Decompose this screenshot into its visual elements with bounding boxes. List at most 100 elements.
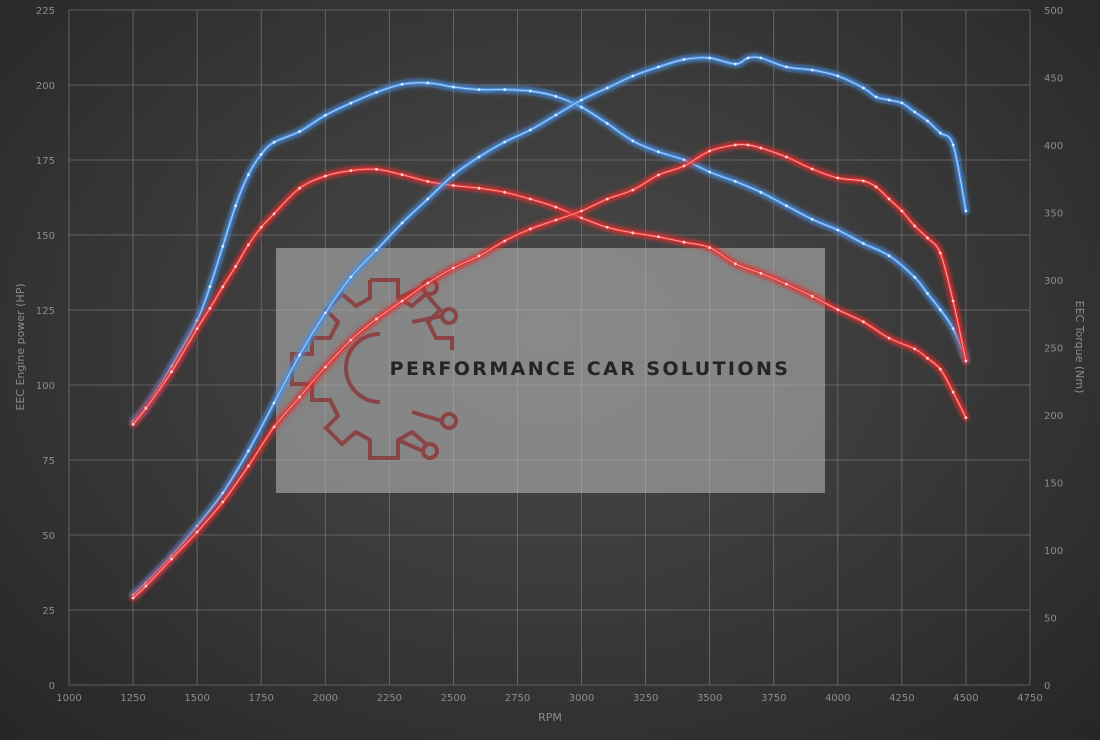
data-point [862,242,865,245]
data-point [836,228,840,232]
series-3-power-red [128,139,971,603]
data-point [221,500,225,504]
grid [68,9,1031,686]
x-tick-label: 3250 [633,693,658,704]
left-tick-label: 25 [42,606,55,617]
data-point [605,122,609,125]
data-point [400,82,404,86]
data-point [195,319,199,322]
data-point [554,218,558,222]
x-tick-label: 1000 [56,693,81,704]
data-point [554,205,558,209]
data-point [682,158,686,162]
data-point [605,225,609,229]
data-point [631,74,635,78]
data-point [477,155,481,159]
data-point [272,212,276,216]
right-tick-label: 50 [1044,614,1057,625]
data-point [131,423,135,426]
x-axis-ticks: 1000 1250 1500 1750 2000 2250 2500 2750 3000 3250… [56,693,1042,704]
data-point [785,65,788,69]
left-axis-title: EEC Engine power (HP) [14,283,27,410]
data-point [349,338,353,342]
data-point [926,292,929,295]
data-point [426,281,430,285]
watermark-panel [276,248,825,493]
data-point [708,170,712,174]
right-tick-label: 450 [1044,74,1063,85]
data-point [964,209,968,213]
data-point [759,190,763,194]
data-point [170,365,173,368]
left-tick-label: 75 [42,456,55,467]
left-tick-label: 125 [36,306,55,317]
data-point [913,110,917,114]
data-point [426,197,430,201]
data-point [221,285,225,289]
x-tick-label: 4250 [889,693,914,704]
data-point [631,231,635,235]
data-point [874,95,878,99]
left-tick-label: 50 [42,531,55,542]
data-point [452,184,455,187]
data-point [298,186,301,190]
x-tick-label: 1500 [184,693,209,704]
right-tick-label: 0 [1044,681,1050,692]
data-point [247,173,250,177]
data-point [528,89,532,93]
data-point [259,225,263,229]
right-tick-label: 400 [1044,141,1063,152]
series-0-torque-blue [128,78,971,427]
data-point [426,81,430,85]
data-point [605,197,609,201]
data-point [452,173,455,177]
left-tick-label: 150 [36,231,55,242]
data-point [528,197,532,201]
data-point [836,74,840,78]
data-point [913,224,917,228]
left-tick-label: 200 [36,81,55,92]
x-tick-label: 4000 [825,693,850,704]
data-point [836,308,840,312]
data-point [349,101,353,105]
data-point [208,306,212,310]
data-point [951,390,955,394]
x-tick-label: 4750 [1017,693,1042,704]
data-point [836,176,840,180]
data-point [144,584,148,588]
data-point [375,248,378,252]
data-point [426,180,430,183]
data-point [900,101,904,105]
data-point [323,113,327,117]
data-point [503,140,507,144]
data-point [746,56,750,60]
data-point [272,140,276,144]
data-point [195,327,199,330]
data-point [759,271,763,275]
data-point [746,143,750,147]
series-layer [128,52,971,603]
data-point [708,246,712,250]
data-point [503,88,507,91]
data-point [938,251,942,255]
data-point [913,275,917,279]
x-axis-title: RPM [538,711,562,724]
left-tick-label: 100 [36,381,55,392]
left-tick-label: 0 [49,681,55,692]
data-point [785,155,788,159]
data-point [477,254,481,258]
data-point [964,359,968,363]
data-point [785,204,788,208]
x-tick-label: 2750 [505,693,530,704]
data-point [874,185,878,189]
data-point [349,275,353,279]
left-axis-ticks: 0 25 50 75 100 125 150 175 200 225 [36,6,55,692]
data-point [234,265,238,268]
data-point [195,530,199,534]
data-point [708,56,712,60]
data-point [887,98,891,102]
x-tick-label: 3500 [697,693,722,704]
data-point [951,143,955,147]
x-tick-label: 4500 [953,693,978,704]
